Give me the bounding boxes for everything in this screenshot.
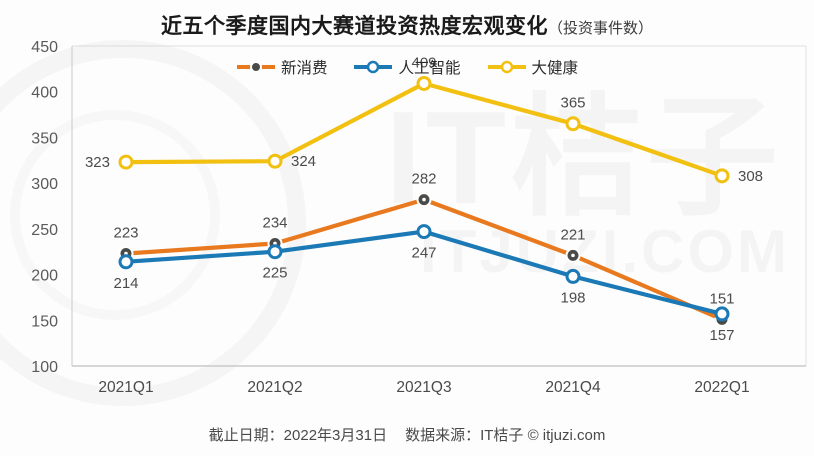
data-point-marker-center [422,197,426,202]
data-point-label: 282 [411,171,436,188]
data-point-marker[interactable] [118,154,134,170]
data-point-label: 225 [262,265,287,282]
x-axis-category-label: 2021Q2 [247,379,302,396]
data-point-label: 308 [738,168,763,185]
x-axis-category-label: 2022Q1 [694,379,749,396]
chart-title-unit: （投资事件数） [547,20,653,37]
y-axis-tick-label: 150 [31,313,58,330]
footer-data-source: 数据来源：IT桔子 © itjuzi.com [405,427,606,444]
data-point-marker[interactable] [714,306,730,322]
data-point-label: 223 [113,225,138,242]
legend-label: 人工智能 [398,60,461,77]
y-axis-tick-label: 300 [31,176,58,193]
chart-title-main: 近五个季度国内大赛道投资热度宏观变化 [160,15,548,38]
data-point-marker[interactable] [416,224,432,240]
data-point-label: 234 [262,214,287,231]
y-axis-tick-label: 200 [31,268,58,285]
y-axis-tick-label: 250 [31,222,58,239]
y-axis-tick-label: 450 [31,39,58,56]
data-point-label: 409 [411,54,436,71]
data-point-label: 157 [709,327,734,344]
legend-item-2[interactable]: 人工智能 [353,56,461,78]
data-point-label: 247 [411,245,436,262]
legend-marker-icon [354,60,393,74]
data-point-marker[interactable] [565,116,581,132]
y-axis-tick-label: 100 [31,359,58,376]
y-axis-tick-label: 400 [31,85,58,102]
chart-legend: 新消费 人工智能 大健康 [0,56,814,78]
data-point-label: 324 [291,153,316,170]
legend-marker-icon [487,60,526,74]
series-line-3 [123,81,725,178]
chart-footer: 截止日期：2022年3月31日 数据来源：IT桔子 © itjuzi.com [0,424,814,445]
x-axis-category-label: 2021Q3 [396,379,451,396]
chart-title: 近五个季度国内大赛道投资热度宏观变化（投资事件数） [0,10,814,40]
y-axis-tick-label: 350 [31,130,58,147]
x-axis-category-label: 2021Q1 [98,379,153,396]
legend-item-3[interactable]: 大健康 [487,56,579,78]
data-point-marker[interactable] [267,244,283,260]
data-point-label: 214 [113,275,138,292]
legend-marker-icon [236,61,275,73]
data-point-marker[interactable] [714,168,730,184]
data-point-label: 198 [560,289,585,306]
data-point-marker[interactable] [267,153,283,169]
data-point-marker[interactable] [416,75,432,91]
footer-cutoff-date: 截止日期：2022年3月31日 [208,427,388,444]
data-point-label: 323 [85,154,110,171]
data-point-marker[interactable] [565,268,581,284]
data-point-label: 365 [560,95,585,112]
data-point-marker[interactable] [118,254,134,270]
legend-label: 新消费 [280,60,328,77]
data-point-marker-center [571,253,575,258]
data-point-label: 221 [560,226,585,243]
legend-label: 大健康 [531,60,579,77]
x-axis-category-label: 2021Q4 [545,379,601,396]
data-point-label: 151 [709,290,734,307]
legend-item-1[interactable]: 新消费 [236,56,328,78]
